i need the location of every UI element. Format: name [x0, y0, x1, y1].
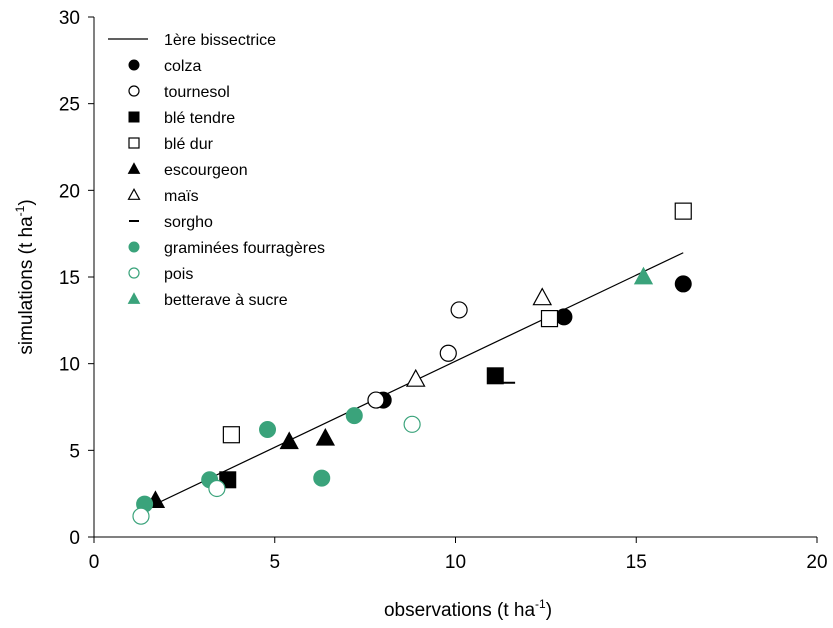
y-tick-label: 10: [59, 355, 80, 376]
data-point-tournesol: [439, 344, 457, 362]
data-point-tournesol: [450, 301, 468, 319]
legend-swatch: [128, 137, 140, 149]
legend-swatch: [128, 111, 140, 123]
data-point-pois: [403, 415, 421, 433]
data-point-pois: [132, 507, 150, 525]
x-tick-label: 5: [269, 552, 280, 573]
legend-swatch: [128, 85, 140, 97]
data-point-pois: [208, 479, 226, 498]
x-axis-title: observations (t ha-1): [384, 597, 552, 621]
axes: [88, 16, 818, 543]
legend-swatch: [128, 241, 140, 253]
y-tick-label: 5: [69, 441, 80, 462]
legend-label: blé dur: [164, 136, 214, 153]
legend-label: sorgho: [164, 214, 213, 231]
x-tick-label: 15: [626, 552, 647, 573]
data-point-ma-s: [405, 368, 426, 387]
y-axis-title: simulations (t ha-1): [13, 199, 37, 354]
data-point-colza: [555, 308, 573, 326]
data-point-bl-dur: [540, 310, 559, 328]
data-point-betterave-sucre: [633, 266, 654, 285]
legend-label: maïs: [164, 188, 199, 205]
data-point-colza: [674, 275, 692, 293]
y-axis-title-sup: -1: [13, 205, 27, 216]
legend-swatch: [128, 59, 140, 71]
legend-label: graminées fourragères: [164, 240, 325, 257]
y-axis-title-end: ): [16, 199, 37, 205]
legend-label: betterave à sucre: [164, 292, 288, 309]
tick-labels: 0 5 10 15 20 0 5 10 15 20 25 30: [59, 8, 828, 573]
data-point-ma-s: [532, 287, 553, 306]
y-tick-label: 30: [59, 8, 80, 29]
x-axis-title-end: ): [546, 600, 552, 621]
legend-label: 1ère bissectrice: [164, 32, 276, 49]
legend-swatch: [128, 267, 140, 279]
legend-swatch: [127, 162, 141, 174]
legend-label: blé tendre: [164, 110, 235, 127]
x-tick-label: 10: [445, 552, 466, 573]
data-point-gramin-es-fourrag-res: [313, 469, 331, 487]
data-point-bl-dur: [674, 202, 692, 220]
legend-label: pois: [164, 266, 193, 283]
y-tick-label: 15: [59, 268, 80, 289]
y-tick-label: 20: [59, 181, 80, 202]
legend-swatch: [127, 187, 141, 200]
y-tick-label: 25: [59, 95, 80, 116]
data-point-bl-dur: [222, 426, 240, 444]
legend-label: escourgeon: [164, 162, 248, 179]
legend: 1ère bissectrice colza tournesol blé tendre…: [108, 32, 325, 309]
data-point-escourgeon: [315, 427, 336, 446]
y-tick-label: 0: [69, 528, 80, 549]
legend-label: tournesol: [164, 84, 230, 101]
data-point-gramin-es-fourrag-res: [345, 407, 363, 425]
data-point-tournesol: [367, 391, 385, 409]
legend-swatch: [127, 292, 141, 304]
data-point-gramin-es-fourrag-res: [259, 421, 277, 439]
x-tick-label: 20: [806, 552, 827, 573]
data-point-bl-tendre: [486, 367, 504, 385]
x-axis-title-sup: -1: [535, 597, 546, 611]
data-points: [132, 202, 692, 525]
legend-label: colza: [164, 58, 201, 75]
x-tick-label: 0: [89, 552, 100, 573]
data-point-escourgeon: [279, 431, 299, 450]
